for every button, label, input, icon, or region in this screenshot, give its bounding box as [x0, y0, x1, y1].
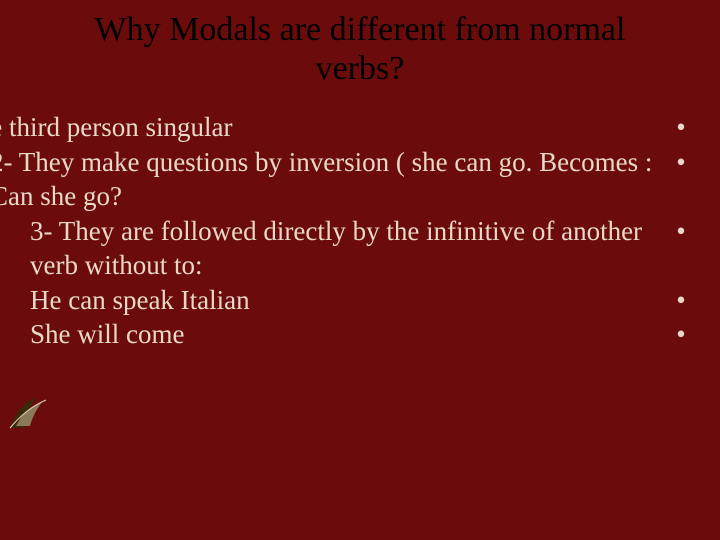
bullet-glyph: •	[672, 145, 690, 180]
slide-body: • or the third person singular • 2- They…	[0, 110, 720, 352]
bullet-item: • He can speak Italian	[0, 283, 720, 318]
bullet-item: • or the third person singular	[0, 110, 720, 145]
bullet-glyph: •	[672, 283, 690, 318]
bullet-item: • 2- They make questions by inversion ( …	[0, 145, 720, 214]
leaf-ornament-icon	[6, 392, 50, 434]
bullet-glyph: •	[672, 214, 690, 249]
bullet-text: 2- They make questions by inversion ( sh…	[0, 145, 662, 214]
bullet-item: • 3- They are followed directly by the i…	[0, 214, 720, 283]
bullet-glyph: •	[672, 110, 690, 145]
bullet-item: • She will come	[0, 317, 720, 352]
bullet-glyph: •	[672, 317, 690, 352]
slide-title: Why Modals are different from normal ver…	[0, 0, 720, 88]
bullet-text: She will come	[30, 317, 662, 352]
bullet-text: He can speak Italian	[30, 283, 662, 318]
title-line-2: verbs?	[316, 50, 405, 87]
bullet-text: 3- They are followed directly by the inf…	[30, 214, 662, 283]
title-line-1: Why Modals are different from normal	[95, 11, 626, 48]
bullet-text: or the third person singular	[0, 110, 662, 145]
